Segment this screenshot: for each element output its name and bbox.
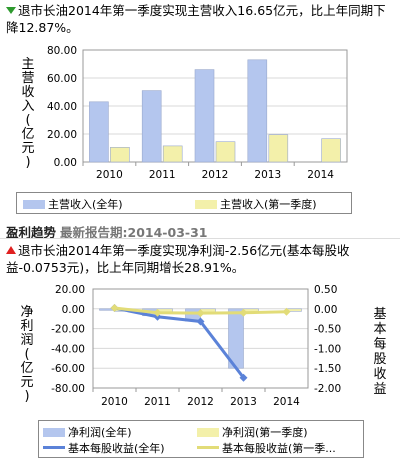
y-axis-label-char: 收 xyxy=(21,85,34,100)
bar xyxy=(321,138,341,163)
y-axis-label-char: ) xyxy=(24,389,29,404)
revenue-legend: 主营收入(全年) 主营收入(第一季度) xyxy=(16,192,352,214)
y-tick-label: 20.00 xyxy=(55,284,85,296)
y-axis-label-char: ) xyxy=(25,155,30,170)
x-tick-label: 2011 xyxy=(144,396,171,408)
y-axis-label-char: 入 xyxy=(21,99,34,114)
y-axis-label-char: 亿 xyxy=(21,127,34,142)
y-tick-label: 20.00 xyxy=(47,129,77,141)
y-right-axis-label-char: 收 xyxy=(373,367,386,382)
bar xyxy=(162,145,183,163)
x-tick-label: 2014 xyxy=(273,396,300,408)
y-right-tick-label: -1.00 xyxy=(314,343,341,355)
section-title-text: 盈利趋势 xyxy=(6,225,57,240)
legend-item-profit-q1: 净利润(第一季度) xyxy=(197,424,308,440)
x-tick-label: 2011 xyxy=(149,169,176,181)
y-tick-label: 40.00 xyxy=(47,101,77,113)
bar xyxy=(141,90,162,163)
profit-legend: 净利润(全年) 净利润(第一季度) 基本每股收益(全年) 基本每股收益(第一季.… xyxy=(38,420,364,458)
legend-item-revenue-annual: 主营收入(全年) xyxy=(23,196,123,212)
legend-swatch xyxy=(23,200,45,209)
arrow-down-icon xyxy=(6,7,16,14)
revenue-chart: 0.00 20.00 40.00 60.00 80.00 2010 2011 2012 2013… xyxy=(21,45,348,181)
plot-area xyxy=(92,288,309,389)
y-axis-label-char: ( xyxy=(25,113,30,128)
legend-item-revenue-q1: 主营收入(第一季度) xyxy=(195,196,317,212)
y-tick-label: 0.00 xyxy=(54,157,77,169)
x-tick-label: 2014 xyxy=(307,169,334,181)
revenue-headline: 退市长油2014年第一季度实现主营收入16.65亿元，比上年同期下降12.87%… xyxy=(6,2,398,36)
y-right-tick-label: -0.50 xyxy=(314,324,341,336)
bar xyxy=(110,147,130,163)
x-tick-label: 2012 xyxy=(202,169,229,181)
x-tick-label: 2013 xyxy=(230,396,257,408)
profit-headline-text: 退市长油2014年第一季度实现净利润-2.56亿元(基本每股收益-0.0753元… xyxy=(6,243,350,275)
line-point xyxy=(153,308,162,317)
y-axis-label-char: 净 xyxy=(20,305,33,320)
line-point xyxy=(282,307,291,316)
y-right-axis-label-char: 股 xyxy=(373,352,386,367)
y-right-axis-label-char: 益 xyxy=(373,382,386,397)
x-tick-label: 2012 xyxy=(187,396,214,408)
y-tick-label: 60.00 xyxy=(47,73,77,85)
y-tick-label: -60.00 xyxy=(51,363,85,375)
y-tick-label: -20.00 xyxy=(51,324,85,336)
y-right-tick-label: -1.50 xyxy=(314,363,341,375)
bar xyxy=(247,59,268,163)
section-divider xyxy=(0,238,400,239)
arrow-up-icon xyxy=(6,246,16,254)
y-right-tick-label: 0.00 xyxy=(314,304,337,316)
line-point xyxy=(239,308,248,317)
y-right-axis-label-char: 本 xyxy=(373,322,386,337)
y-axis-label-char: 主 xyxy=(21,57,34,72)
bar xyxy=(268,134,289,163)
y-axis-label-char: 营 xyxy=(21,71,34,86)
line-point xyxy=(239,373,248,382)
y-right-tick-label: -2.00 xyxy=(314,383,341,395)
section-title: 盈利趋势 最新报告期:2014-03-31 xyxy=(6,222,207,241)
legend-item-profit-annual: 净利润(全年) xyxy=(43,424,132,440)
x-tick-label: 2013 xyxy=(254,169,281,181)
y-axis-label-char: 润 xyxy=(20,333,33,348)
y-tick-label: -40.00 xyxy=(51,343,85,355)
y-axis-label-char: ( xyxy=(24,347,29,362)
y-axis-label-char: 元 xyxy=(21,141,34,156)
line-point xyxy=(196,317,205,326)
y-axis-label-char: 元 xyxy=(20,375,33,390)
report-date: 最新报告期:2014-03-31 xyxy=(60,225,208,240)
legend-item-eps-q1: 基本每股收益(第一季... xyxy=(197,440,336,456)
y-right-axis-label-char: 基 xyxy=(373,307,386,322)
bar xyxy=(215,141,236,163)
profit-headline: 退市长油2014年第一季度实现净利润-2.56亿元(基本每股收益-0.0753元… xyxy=(6,242,398,276)
x-tick-label: 2010 xyxy=(101,396,128,408)
legend-swatch xyxy=(195,200,217,209)
y-axis-label-char: 利 xyxy=(20,319,33,334)
line-point xyxy=(110,304,119,313)
plot-area xyxy=(82,49,348,163)
line-point xyxy=(196,309,205,318)
y-tick-label: 0.00 xyxy=(62,304,85,316)
revenue-headline-text: 退市长油2014年第一季度实现主营收入16.65亿元，比上年同期下降12.87%… xyxy=(6,3,386,35)
y-right-tick-label: 0.50 xyxy=(314,284,337,296)
legend-item-eps-annual: 基本每股收益(全年) xyxy=(43,440,165,456)
y-tick-label: -80.00 xyxy=(51,383,85,395)
x-tick-label: 2010 xyxy=(96,169,123,181)
bar xyxy=(89,101,109,163)
y-tick-label: 80.00 xyxy=(47,45,77,57)
series-line xyxy=(114,306,245,379)
y-axis-label-char: 亿 xyxy=(20,361,33,376)
y-right-axis-label-char: 每 xyxy=(373,336,386,352)
bar xyxy=(194,69,215,163)
